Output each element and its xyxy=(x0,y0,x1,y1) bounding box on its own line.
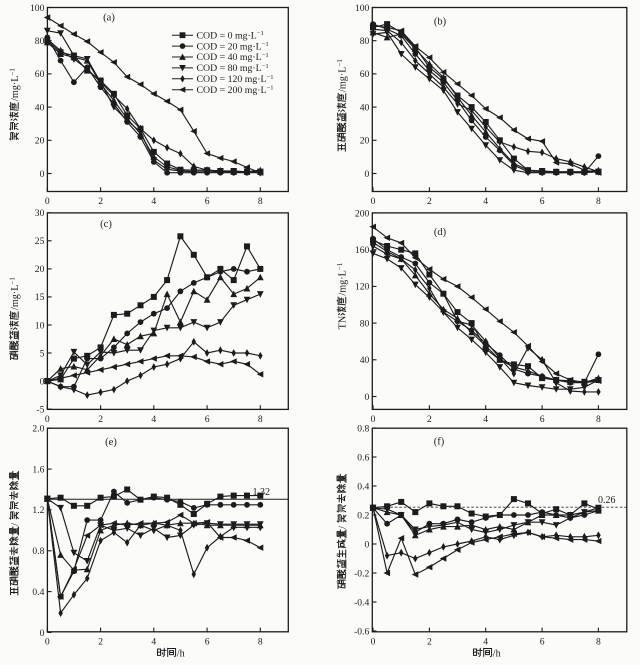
svg-text:/mg·L−1: /mg·L−1 xyxy=(9,277,22,310)
svg-text:(a): (a) xyxy=(103,13,115,24)
svg-text:2: 2 xyxy=(427,414,432,425)
svg-text:4: 4 xyxy=(483,196,488,207)
svg-text:8: 8 xyxy=(596,414,601,425)
svg-text:0.6: 0.6 xyxy=(357,452,369,463)
svg-text:6: 6 xyxy=(540,414,545,425)
svg-text:COD = 0 mg·L−1: COD = 0 mg·L−1 xyxy=(197,30,264,41)
svg-text:30: 30 xyxy=(35,208,45,219)
svg-text:8: 8 xyxy=(258,196,263,207)
svg-text:20: 20 xyxy=(35,264,45,275)
svg-text:COD = 120 mg·L−1: COD = 120 mg·L−1 xyxy=(197,74,274,85)
svg-text:8: 8 xyxy=(258,414,263,425)
svg-text:6: 6 xyxy=(540,196,545,207)
svg-text:(c): (c) xyxy=(100,219,112,230)
svg-text:6: 6 xyxy=(205,196,210,207)
svg-text:1.6: 1.6 xyxy=(32,464,44,475)
svg-text:2: 2 xyxy=(98,196,103,207)
svg-text:6: 6 xyxy=(540,637,545,648)
svg-text:25: 25 xyxy=(35,236,45,247)
svg-text:2: 2 xyxy=(427,637,432,648)
svg-text:2.0: 2.0 xyxy=(32,424,44,435)
svg-text:COD = 200 mg·L−1: COD = 200 mg·L−1 xyxy=(197,85,274,96)
svg-text:80: 80 xyxy=(360,318,370,329)
svg-text:0: 0 xyxy=(40,628,45,639)
svg-text:80: 80 xyxy=(360,36,370,47)
svg-text:4: 4 xyxy=(483,637,488,648)
svg-text:-0.6: -0.6 xyxy=(354,626,369,637)
svg-text:40: 40 xyxy=(360,355,370,366)
svg-text:1.2: 1.2 xyxy=(32,505,44,516)
svg-text:/mg·L−1: /mg·L−1 xyxy=(336,59,349,92)
svg-text:40: 40 xyxy=(360,102,370,113)
svg-text:100: 100 xyxy=(30,3,45,14)
svg-text:0.8: 0.8 xyxy=(32,546,44,557)
svg-text:(f): (f) xyxy=(434,437,445,448)
svg-text:COD = 80 mg·L−1: COD = 80 mg·L−1 xyxy=(197,63,269,74)
svg-text:20: 20 xyxy=(35,136,45,147)
svg-text:0: 0 xyxy=(45,414,50,425)
svg-text:2: 2 xyxy=(98,637,103,648)
svg-text:0: 0 xyxy=(45,637,50,648)
svg-text:(d): (d) xyxy=(434,227,447,238)
svg-text:20: 20 xyxy=(360,136,370,147)
svg-text:6: 6 xyxy=(205,414,210,425)
svg-text:8: 8 xyxy=(258,637,263,648)
svg-text:0.4: 0.4 xyxy=(357,481,369,492)
svg-text:0: 0 xyxy=(45,196,50,207)
svg-text:0.4: 0.4 xyxy=(32,587,44,598)
svg-text:0: 0 xyxy=(365,392,370,403)
svg-text:0: 0 xyxy=(371,196,376,207)
svg-text:0.2: 0.2 xyxy=(357,510,369,521)
svg-text:100: 100 xyxy=(355,3,370,14)
svg-text:-0.2: -0.2 xyxy=(354,568,369,579)
svg-text:2: 2 xyxy=(427,196,432,207)
svg-text:4: 4 xyxy=(483,414,488,425)
svg-text:4: 4 xyxy=(151,414,156,425)
svg-text:120: 120 xyxy=(355,282,370,293)
svg-text:-5: -5 xyxy=(36,404,44,415)
svg-text:4: 4 xyxy=(151,637,156,648)
svg-text:80: 80 xyxy=(35,36,45,47)
svg-text:200: 200 xyxy=(355,208,370,219)
svg-text:8: 8 xyxy=(596,196,601,207)
svg-text:10: 10 xyxy=(35,320,45,331)
svg-text:TN: TN xyxy=(338,315,349,329)
svg-text:COD = 40 mg·L−1: COD = 40 mg·L−1 xyxy=(197,52,269,63)
svg-text:0: 0 xyxy=(371,414,376,425)
svg-text:0: 0 xyxy=(40,169,45,180)
svg-text:5: 5 xyxy=(40,348,45,359)
svg-text:(b): (b) xyxy=(434,17,447,28)
svg-text:40: 40 xyxy=(35,102,45,113)
svg-text:/: / xyxy=(10,523,21,526)
svg-text:15: 15 xyxy=(35,292,45,303)
svg-text:6: 6 xyxy=(205,637,210,648)
svg-text:8: 8 xyxy=(596,637,601,648)
svg-text:0.8: 0.8 xyxy=(357,423,369,434)
svg-text:60: 60 xyxy=(360,69,370,80)
svg-text:0: 0 xyxy=(365,169,370,180)
svg-text:4: 4 xyxy=(151,196,156,207)
svg-text:60: 60 xyxy=(35,69,45,80)
svg-text:/mg·L−1: /mg·L−1 xyxy=(9,68,22,101)
svg-text:/: / xyxy=(338,526,349,529)
svg-text:/h: /h xyxy=(493,649,501,660)
svg-text:0: 0 xyxy=(371,637,376,648)
svg-text:0: 0 xyxy=(365,539,370,550)
svg-text:-0.4: -0.4 xyxy=(354,597,369,608)
svg-text:0: 0 xyxy=(40,376,45,387)
svg-text:(e): (e) xyxy=(105,437,117,448)
svg-text:160: 160 xyxy=(355,245,370,256)
svg-text:0.26: 0.26 xyxy=(598,495,616,506)
svg-text:1.32: 1.32 xyxy=(253,487,271,498)
svg-text:2: 2 xyxy=(98,414,103,425)
svg-text:COD = 20 mg·L−1: COD = 20 mg·L−1 xyxy=(197,41,269,52)
svg-text:/mg·L−1: /mg·L−1 xyxy=(336,262,349,295)
svg-text:/h: /h xyxy=(177,649,185,660)
